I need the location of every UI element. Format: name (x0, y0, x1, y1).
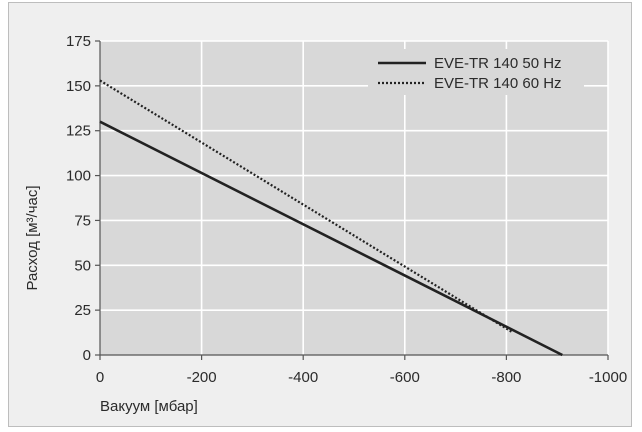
y-tick-label: 175 (66, 33, 91, 50)
x-tick-label: -200 (187, 369, 217, 386)
y-tick-label: 125 (66, 123, 91, 140)
x-tick-label: -1000 (589, 369, 627, 386)
y-tick-label: 100 (66, 168, 91, 185)
legend-label-60hz: EVE-TR 140 60 Hz (434, 75, 562, 92)
axes (99, 41, 608, 356)
legend: EVE-TR 140 50 Hz EVE-TR 140 60 Hz (368, 49, 584, 95)
y-axis-title: Расход [м³/час] (24, 185, 41, 290)
legend-label-50hz: EVE-TR 140 50 Hz (434, 55, 562, 72)
legend-background (368, 49, 584, 95)
x-tick-label: -800 (491, 369, 521, 386)
y-tick-label: 50 (74, 257, 91, 274)
y-tick-label: 25 (74, 302, 91, 319)
y-tick-label: 150 (66, 78, 91, 95)
x-axis-title: Вакуум [мбар] (100, 398, 198, 415)
x-tick-label: -400 (288, 369, 318, 386)
x-tick-label: 0 (96, 369, 104, 386)
y-tick-label: 75 (74, 212, 91, 229)
x-tick-label: -600 (390, 369, 420, 386)
tick-labels: 0 25 50 75 100 125 150 175 0 -200 -400 -600 -800 -100… (66, 33, 627, 386)
series-line-60hz (99, 79, 513, 333)
series-lines (99, 79, 563, 357)
series-line-50hz (99, 120, 563, 357)
y-tick-label: 0 (83, 347, 91, 364)
